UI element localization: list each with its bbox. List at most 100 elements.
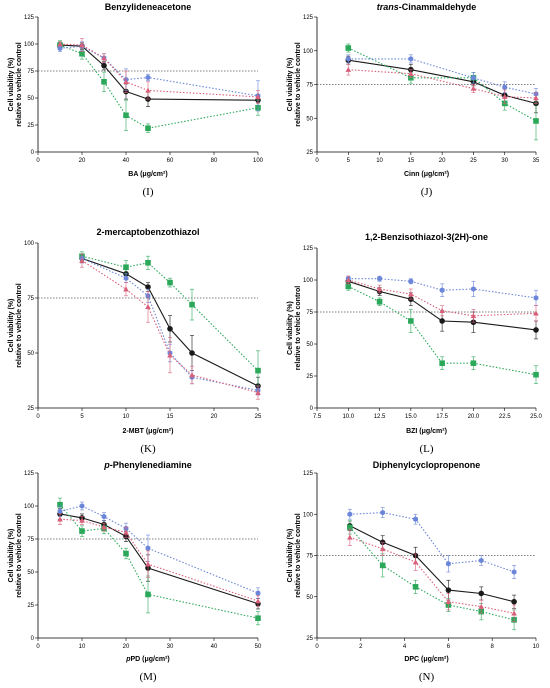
data-point bbox=[478, 590, 485, 597]
y-axis-label: Cell viability (%)relative to vehicle co… bbox=[287, 286, 302, 370]
data-point bbox=[377, 275, 382, 282]
data-point bbox=[446, 561, 451, 567]
chart-panel-5: Diphenylcyclopropenone 25 50 75 100 125 0 2 4 6 8 1… bbox=[287, 460, 540, 683]
y-axis-label-line: relative to vehicle control bbox=[295, 286, 302, 370]
series-control bbox=[57, 41, 261, 107]
data-point bbox=[533, 371, 539, 378]
y-axis-label-line: relative to vehicle control bbox=[295, 513, 302, 597]
x-tick-label: 0 bbox=[36, 414, 40, 420]
data-point bbox=[439, 307, 445, 313]
y-tick-label: 50 bbox=[27, 570, 34, 576]
y-axis-label: Cell viability (%)relative to vehicle co… bbox=[287, 513, 302, 597]
y-tick-label: 25 bbox=[306, 374, 313, 380]
data-point bbox=[478, 603, 485, 609]
chart-title: 1,2-Benzisothiazol-3(2H)-one bbox=[365, 232, 488, 242]
x-axis-label: 2-MBT (μg/cm²) bbox=[123, 428, 174, 435]
data-point bbox=[57, 501, 63, 508]
data-point bbox=[413, 516, 418, 522]
x-tick-label: 20 bbox=[123, 644, 130, 650]
data-point bbox=[408, 318, 414, 324]
y-tick-label: 75 bbox=[306, 83, 313, 89]
series-line-green bbox=[59, 504, 259, 619]
series-pink bbox=[345, 63, 539, 104]
y-axis-label: Cell viability (%)relative to vehicle co… bbox=[8, 42, 23, 126]
x-tick-label: 100 bbox=[253, 158, 264, 164]
x-tick-label: 25.0 bbox=[530, 414, 542, 420]
data-point bbox=[79, 528, 85, 534]
y-tick-label: 25 bbox=[306, 150, 313, 156]
data-point bbox=[79, 42, 85, 48]
y-tick-label: 0 bbox=[31, 150, 35, 156]
data-point bbox=[123, 529, 129, 535]
y-axis-label: Cell viability (%)relative to vehicle co… bbox=[287, 42, 302, 126]
data-point bbox=[57, 508, 63, 515]
series-pink bbox=[79, 253, 261, 400]
x-tick-label: 0 bbox=[36, 158, 40, 164]
chart-title: trans-Cinammaldehyde bbox=[377, 2, 477, 12]
series-line-green bbox=[348, 285, 537, 376]
x-tick-label: 30 bbox=[167, 644, 174, 650]
x-tick-label: 35 bbox=[533, 158, 540, 164]
y-axis-label-line: Cell viability (%) bbox=[8, 529, 15, 583]
data-point bbox=[167, 326, 173, 332]
chart-title: Benzylideneacetone bbox=[105, 2, 192, 12]
series-line-blue bbox=[349, 512, 515, 573]
data-point bbox=[57, 516, 63, 522]
data-point bbox=[345, 45, 352, 51]
y-tick-label: 25 bbox=[306, 636, 313, 642]
x-tick-label: 8 bbox=[491, 644, 495, 650]
series-line-pink bbox=[59, 518, 259, 602]
data-point bbox=[145, 591, 151, 598]
data-point bbox=[439, 360, 445, 366]
chart-title: p-Phenylenediamine bbox=[103, 460, 192, 470]
data-point bbox=[439, 318, 445, 324]
data-point bbox=[501, 93, 508, 99]
data-point bbox=[408, 291, 414, 297]
x-tick-label: 20 bbox=[439, 158, 446, 164]
data-point bbox=[189, 350, 195, 356]
y-axis-label: Cell viability (%)relative to vehicle co… bbox=[8, 283, 23, 367]
y-tick-label: 50 bbox=[27, 351, 34, 357]
series-line-green bbox=[349, 527, 515, 621]
x-tick-label: 60 bbox=[167, 158, 174, 164]
series-line-control bbox=[348, 280, 537, 331]
y-axis-label-line: Cell viability (%) bbox=[8, 299, 15, 353]
data-point bbox=[380, 509, 386, 516]
chart-panel-0: Benzylideneacetone 0 25 50 75 100 125 0 20 40 60 80… bbox=[8, 2, 264, 198]
data-point bbox=[123, 275, 129, 281]
data-point bbox=[408, 56, 414, 62]
x-tick-label: 15 bbox=[167, 414, 174, 420]
data-point bbox=[79, 50, 85, 57]
x-tick-label: 15.0 bbox=[405, 414, 417, 420]
data-point bbox=[471, 286, 476, 292]
data-point bbox=[347, 524, 353, 531]
data-point bbox=[533, 295, 539, 301]
data-point bbox=[533, 95, 539, 101]
x-tick-label: 5 bbox=[347, 158, 351, 164]
data-point bbox=[511, 598, 517, 605]
data-point bbox=[123, 550, 129, 557]
data-point bbox=[167, 279, 173, 286]
y-tick-label: 100 bbox=[303, 278, 314, 284]
data-point bbox=[470, 360, 477, 366]
y-tick-label: 125 bbox=[303, 246, 314, 252]
series-pink bbox=[345, 275, 539, 323]
data-point bbox=[345, 56, 351, 62]
data-point bbox=[145, 74, 151, 81]
y-tick-label: 0 bbox=[31, 636, 35, 642]
x-tick-label: 12.5 bbox=[374, 414, 386, 420]
series-line-blue bbox=[59, 505, 259, 594]
x-tick-label: 10 bbox=[123, 414, 130, 420]
y-tick-label: 125 bbox=[24, 471, 35, 477]
series-control bbox=[79, 253, 261, 396]
series-pink bbox=[347, 528, 517, 622]
panel-label: (N) bbox=[419, 671, 435, 683]
data-point bbox=[478, 557, 484, 564]
x-tick-label: 22.5 bbox=[499, 414, 511, 420]
series-line-pink bbox=[348, 69, 537, 99]
data-point bbox=[145, 260, 151, 266]
series-line-green bbox=[348, 47, 537, 122]
data-point bbox=[412, 559, 419, 565]
data-point bbox=[57, 45, 63, 52]
data-point bbox=[255, 94, 261, 100]
